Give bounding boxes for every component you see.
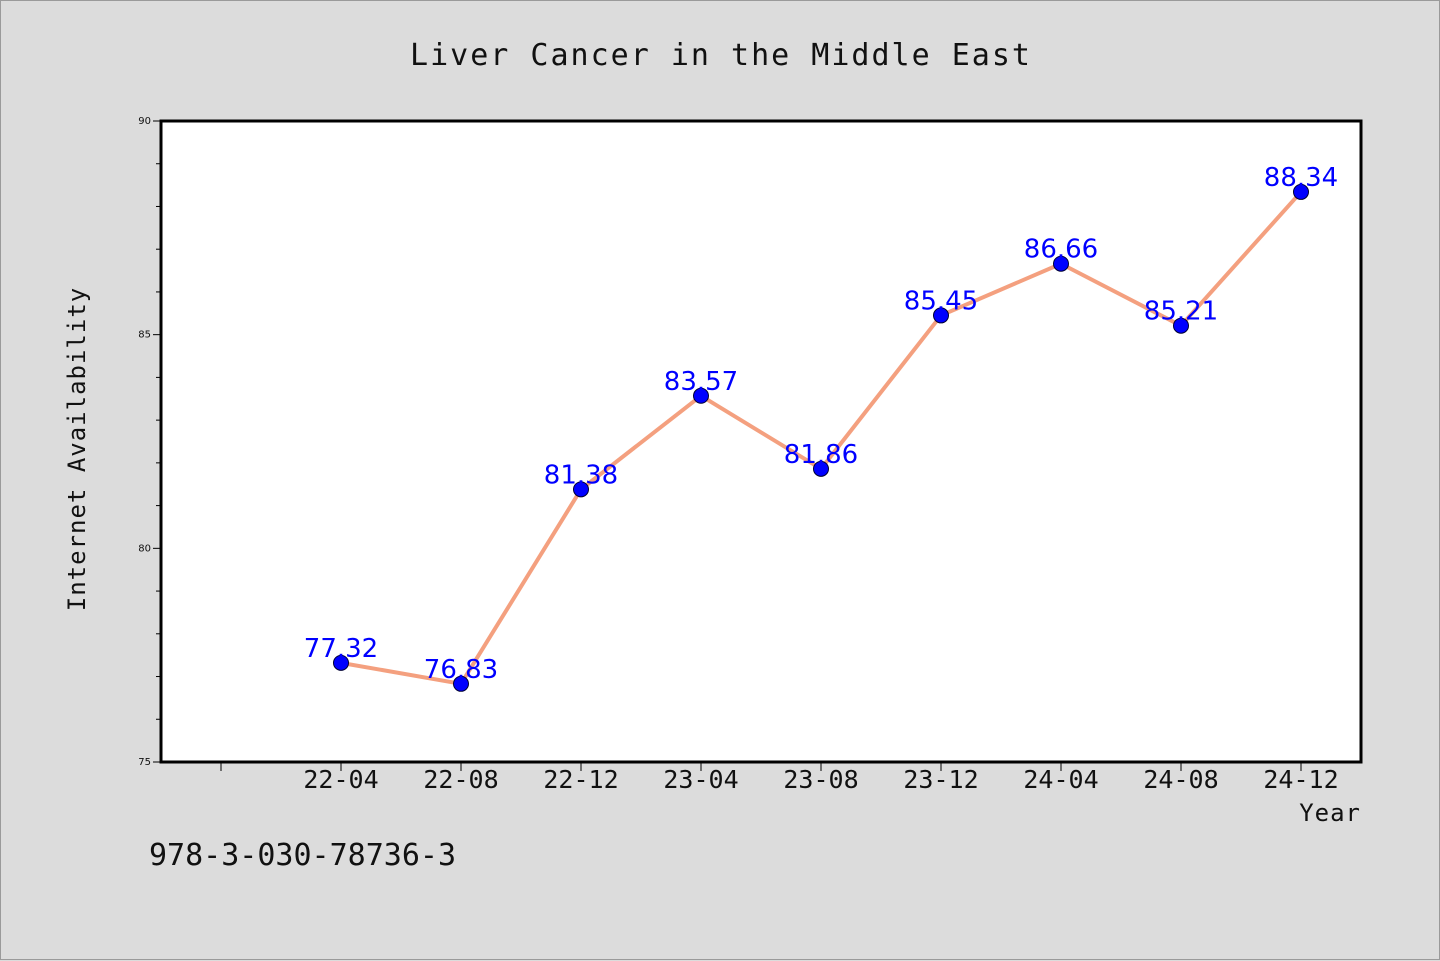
x-tick-label: 23-12 — [903, 765, 978, 794]
x-axis-label: Year — [1299, 799, 1361, 827]
data-label: 86.66 — [1024, 235, 1098, 265]
x-tick-label: 23-08 — [783, 765, 858, 794]
data-label: 81.38 — [544, 460, 618, 490]
data-label: 76.83 — [424, 655, 498, 685]
y-axis-label: Internet Availability — [63, 287, 91, 611]
y-tick-label: 75 — [138, 757, 151, 768]
data-label: 77.32 — [304, 634, 378, 664]
data-point — [1053, 255, 1069, 272]
data-point — [1293, 183, 1309, 200]
x-tick-label: 24-12 — [1263, 765, 1338, 794]
y-axis-ticks: 75 80 85 90 — [138, 116, 161, 768]
x-tick-label: 23-04 — [663, 765, 738, 794]
data-label: 83.57 — [664, 367, 738, 397]
data-point — [813, 460, 829, 477]
data-point — [933, 307, 949, 324]
x-axis-ticks: 22-04 22-08 22-12 23-04 23-08 23-12 24-04 24-08… — [220, 762, 1339, 794]
data-markers — [333, 183, 1309, 692]
data-label: 88.34 — [1264, 163, 1338, 193]
y-tick-label: 80 — [138, 543, 151, 554]
data-point — [453, 675, 469, 692]
y-tick-label: 85 — [138, 330, 151, 341]
data-point — [693, 387, 709, 404]
data-labels: 77.32 76.83 81.38 83.57 81.86 85.45 86.66 85.21… — [304, 163, 1338, 685]
data-point — [1173, 317, 1189, 334]
y-tick-label: 90 — [138, 116, 151, 127]
x-tick-label: 22-04 — [303, 765, 378, 794]
data-point — [573, 481, 589, 498]
data-label: 85.21 — [1144, 297, 1218, 327]
data-point — [333, 654, 349, 671]
x-tick-label: 24-04 — [1023, 765, 1098, 794]
x-tick-label: 22-12 — [543, 765, 618, 794]
chart-title: Liver Cancer in the Middle East — [410, 38, 1032, 73]
x-tick-label: 22-08 — [423, 765, 498, 794]
plot-area — [159, 119, 1363, 764]
isbn-footnote: 978-3-030-78736-3 — [149, 838, 456, 873]
data-label: 85.45 — [904, 286, 978, 316]
data-label: 81.86 — [784, 440, 858, 470]
x-tick-label: 24-08 — [1143, 765, 1218, 794]
